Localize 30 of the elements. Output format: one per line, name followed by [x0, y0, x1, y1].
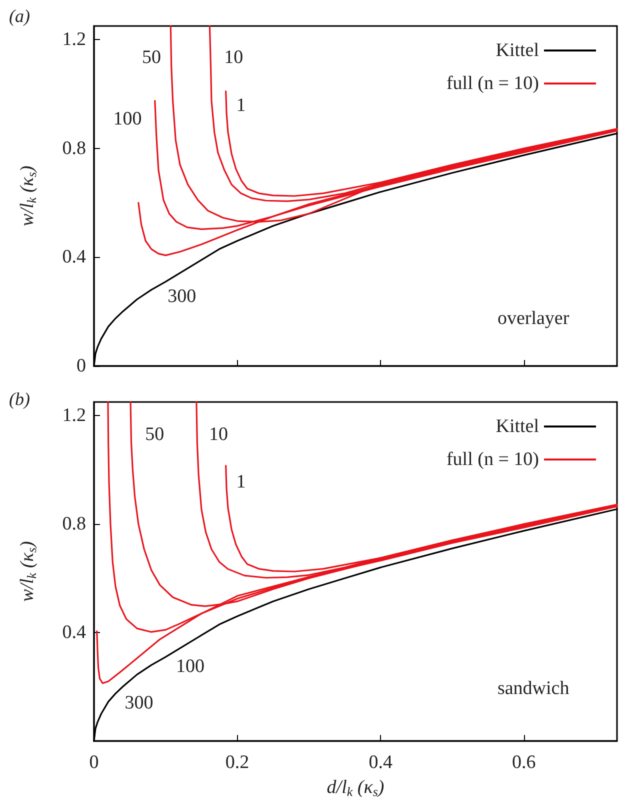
y-tick-label: 1.2	[62, 29, 86, 50]
x-tick-label: 0.2	[225, 752, 250, 773]
legend-label: full (n = 10)	[446, 73, 539, 94]
y-tick-label: 0.8	[62, 514, 86, 535]
annotation: 50	[145, 424, 164, 446]
y-tick-label: 1.2	[62, 405, 86, 426]
annotation: 10	[224, 46, 244, 68]
legend-label: full (n = 10)	[446, 449, 539, 470]
y-axis-title: w/lk (κs)	[17, 541, 39, 602]
y-tick-label: 0.8	[62, 138, 86, 159]
y-axis-title: w/lk (κs)	[17, 166, 39, 226]
y-tick-label: 0.4	[62, 246, 86, 268]
annotation: 300	[124, 692, 154, 714]
x-tick-label: 0.4	[368, 752, 393, 773]
annotation: overlayer	[497, 308, 570, 329]
y-tick-label: 0.4	[62, 622, 86, 644]
legend-label: Kittel	[496, 40, 539, 61]
annotation: 1	[236, 472, 246, 493]
annotation: 10	[208, 424, 228, 446]
chart-title: (b)	[9, 389, 30, 409]
annotation: 100	[113, 108, 142, 130]
annotation: 50	[142, 46, 162, 68]
x-tick-label: 0.6	[512, 752, 536, 773]
y-tick-label: 0	[76, 356, 86, 376]
legend-label: Kittel	[496, 416, 539, 437]
annotation: 300	[168, 286, 196, 307]
annotation: sandwich	[497, 678, 570, 699]
chart-title: (a)	[9, 6, 30, 26]
annotation: 100	[176, 656, 204, 678]
annotation: 1	[236, 95, 246, 116]
